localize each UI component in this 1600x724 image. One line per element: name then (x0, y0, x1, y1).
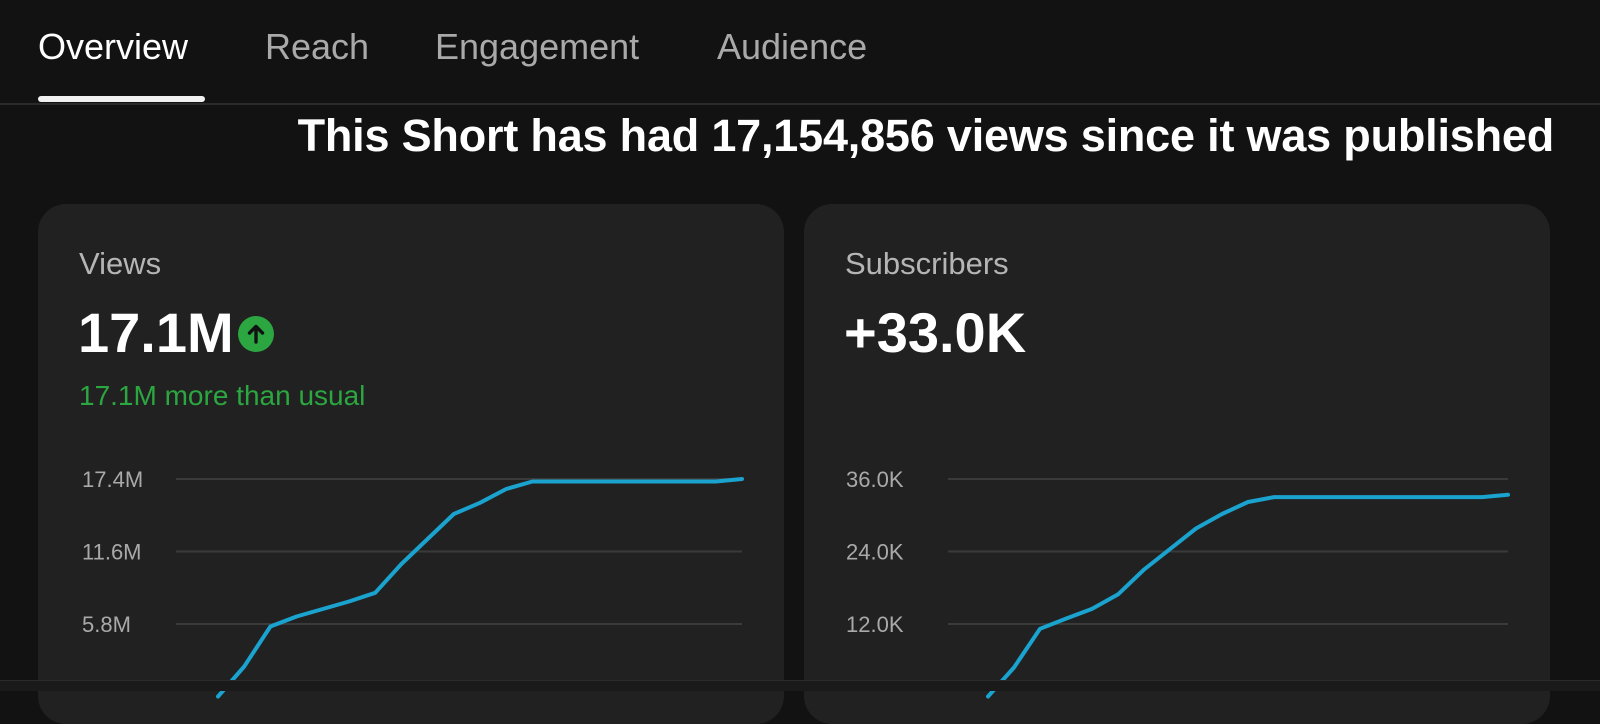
arrow-up-icon (238, 316, 274, 352)
y-tick-label: 5.8M (82, 612, 131, 637)
views-line-chart: 17.4M 11.6M 5.8M (82, 467, 744, 699)
tab-audience[interactable]: Audience (717, 26, 868, 67)
subscribers-card-title: Subscribers (845, 246, 1009, 281)
y-tick-label: 24.0K (846, 540, 904, 565)
views-card-comparison: 17.1M more than usual (79, 380, 366, 411)
y-tick-label: 12.0K (846, 612, 904, 637)
tab-reach[interactable]: Reach (265, 26, 370, 67)
y-tick-label: 17.4M (82, 467, 143, 492)
views-card-value: 17.1M (78, 301, 234, 364)
subscribers-card[interactable]: Subscribers +33.0K 36.0K 24.0K 12.0K (804, 204, 1550, 724)
views-card[interactable]: Views 17.1M 17.1M more than usual 17.4M 1… (38, 204, 784, 724)
active-tab-indicator (38, 96, 205, 102)
tab-bar: Overview Reach Engagement Audience (0, 0, 1600, 105)
bottom-edge (0, 680, 1600, 691)
views-headline: This Short has had 17,154,856 views sinc… (297, 110, 1555, 161)
series-line (216, 477, 744, 699)
views-card-title: Views (79, 246, 162, 281)
subscribers-line-chart: 36.0K 24.0K 12.0K (846, 467, 1510, 699)
y-tick-label: 36.0K (846, 467, 904, 492)
tab-overview[interactable]: Overview (38, 26, 189, 67)
tab-engagement[interactable]: Engagement (435, 26, 640, 67)
series-line (986, 492, 1510, 699)
subscribers-card-value: +33.0K (844, 301, 1027, 364)
y-tick-label: 11.6M (82, 540, 142, 565)
